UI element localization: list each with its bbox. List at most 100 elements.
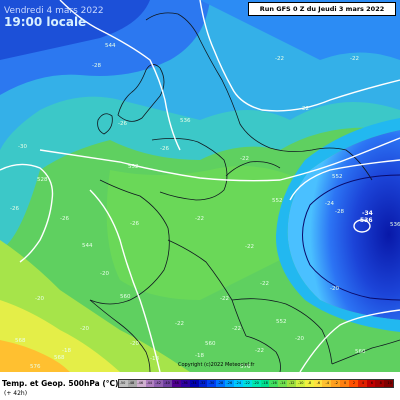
colorbar-tick-label: -42 <box>155 381 161 385</box>
contour-label: 552 <box>128 164 139 170</box>
colorbar-tick-label: -22 <box>244 381 250 385</box>
colorbar-swatch <box>163 380 173 387</box>
temperature-colorbar <box>118 379 394 388</box>
temperature-label: -26 <box>118 121 127 127</box>
temperature-label: -26 <box>10 206 19 212</box>
colorbar-ticks: -50 -48 -46 -44 -42 -40 -38 -36 -34 -32 -30 -28 -26-… <box>118 381 394 385</box>
forecast-time: 19:00 locale <box>4 15 87 29</box>
contour-label: 576 <box>240 364 251 370</box>
temperature-label: -22 <box>245 244 254 250</box>
geopotential-contours <box>0 0 400 373</box>
colorbar-swatch <box>207 380 217 387</box>
contour-label: 568 <box>15 338 26 344</box>
colorbar-tick-label: -30 <box>208 381 215 385</box>
colorbar-swatch <box>304 380 314 387</box>
colorbar-tick-label: -48 <box>128 381 135 385</box>
colorbar-swatch <box>384 380 394 387</box>
colorbar-tick-label: -10 <box>297 381 304 385</box>
contour-label: 560 <box>120 294 131 300</box>
contour-label: 560 <box>355 349 366 355</box>
colorbar-tick-label: -28 <box>217 381 224 385</box>
low-pressure-edge <box>275 118 400 332</box>
colorbar-tick-label: -44 <box>146 381 153 385</box>
colorbar-tick-label: -14 <box>279 381 286 385</box>
colorbar-tick-label: -20 <box>253 381 259 385</box>
colorbar-tick-label: -2 <box>334 381 338 385</box>
contour-label: 568 <box>54 355 65 361</box>
colorbar-swatch <box>340 380 349 387</box>
colorbar-tick-label: 8 <box>379 381 382 385</box>
forecast-date: Vendredi 4 mars 2022 <box>4 6 104 16</box>
colorbar-swatch <box>287 380 296 387</box>
colorbar-tick-label: -24 <box>235 381 242 385</box>
colorbar-tick-label: 6 <box>370 381 373 385</box>
colorbar-tick-label: -34 <box>190 381 197 385</box>
temperature-label: -20 <box>80 326 89 332</box>
colorbar-swatch <box>251 380 261 387</box>
colorbar-swatch <box>136 380 146 387</box>
temperature-label: -28 <box>335 209 344 215</box>
colorbar-tick-label: -46 <box>137 381 144 385</box>
temperature-label: -22 <box>255 348 264 354</box>
temperature-band-lightgreen <box>106 166 294 300</box>
colorbar-tick-label: -8 <box>307 381 312 385</box>
low-pressure-contours <box>302 174 400 301</box>
colorbar-swatch <box>331 380 341 387</box>
colorbar-tick-label: -6 <box>316 381 321 385</box>
colorbar-swatch <box>366 380 376 387</box>
temperature-label: -20 <box>130 341 139 347</box>
temperature-label: -34 <box>362 210 373 217</box>
temperature-label: -22 <box>195 216 204 222</box>
temperature-label: -22 <box>220 296 229 302</box>
colorbar-swatch <box>216 380 226 387</box>
colorbar-swatch <box>154 380 164 387</box>
temperature-label: -20 <box>100 271 109 277</box>
temperature-label: -28 <box>92 63 101 69</box>
temperature-label: -22 <box>175 321 184 327</box>
colorbar-tick-label: 0 <box>343 381 347 385</box>
legend-title: Temp. et Geop. 500hPa (°C) <box>2 379 119 388</box>
temperature-label: -24 <box>325 201 334 207</box>
temperature-label: -18 <box>195 353 204 359</box>
colorbar-swatch <box>313 380 323 387</box>
colorbar-swatch <box>225 380 234 387</box>
temperature-label: -20 <box>295 336 304 342</box>
temperature-label: -20 <box>35 296 44 302</box>
lead-time: (+ 42h) <box>4 390 28 397</box>
contour-label: 560 <box>205 341 216 347</box>
colorbar-tick-label: -4 <box>325 381 330 385</box>
contour-label: 544 <box>105 43 116 49</box>
contour-label: 552 <box>332 174 343 180</box>
temperature-label: 536 <box>360 217 373 224</box>
colorbar-swatch <box>269 380 279 387</box>
temperature-label: -20 <box>330 286 339 292</box>
run-info-box: Run GFS 0 Z du Jeudi 3 mars 2022 <box>248 2 396 16</box>
contour-label: 552 <box>272 198 283 204</box>
colorbar-swatch <box>233 380 243 387</box>
colorbar-swatch <box>145 380 155 387</box>
cold-pool-northwest-core <box>0 0 150 60</box>
colorbar-swatch <box>119 380 128 387</box>
colorbar-swatch <box>322 380 332 387</box>
temperature-label: -22 <box>300 106 309 112</box>
colorbar-tick-label: -40 <box>164 381 170 385</box>
low-pressure-east <box>287 130 400 320</box>
colorbar-swatch <box>242 380 252 387</box>
colorbar-swatch <box>180 380 190 387</box>
temperature-label: -22 <box>232 326 241 332</box>
colorbar-swatch <box>260 380 270 387</box>
colorbar-tick-label: -12 <box>288 381 295 385</box>
temperature-label: -22 <box>350 56 359 62</box>
temperature-label: -26 <box>160 146 169 152</box>
temperature-label: -18 <box>62 348 71 354</box>
colorbar-tick-label: -50 <box>119 381 126 385</box>
contour-label: 536 <box>390 222 400 228</box>
colorbar-swatch <box>172 380 181 387</box>
contour-labels: 544 536 528 552 544 552 560 568 560 568 … <box>15 43 400 370</box>
temperature-label: -22 <box>240 156 249 162</box>
temperature-label: -26 <box>60 216 69 222</box>
colorbar-tick-label: -36 <box>181 381 188 385</box>
colorbar-tick-label: -16 <box>271 381 277 385</box>
colorbar-tick-label: -18 <box>262 381 268 385</box>
